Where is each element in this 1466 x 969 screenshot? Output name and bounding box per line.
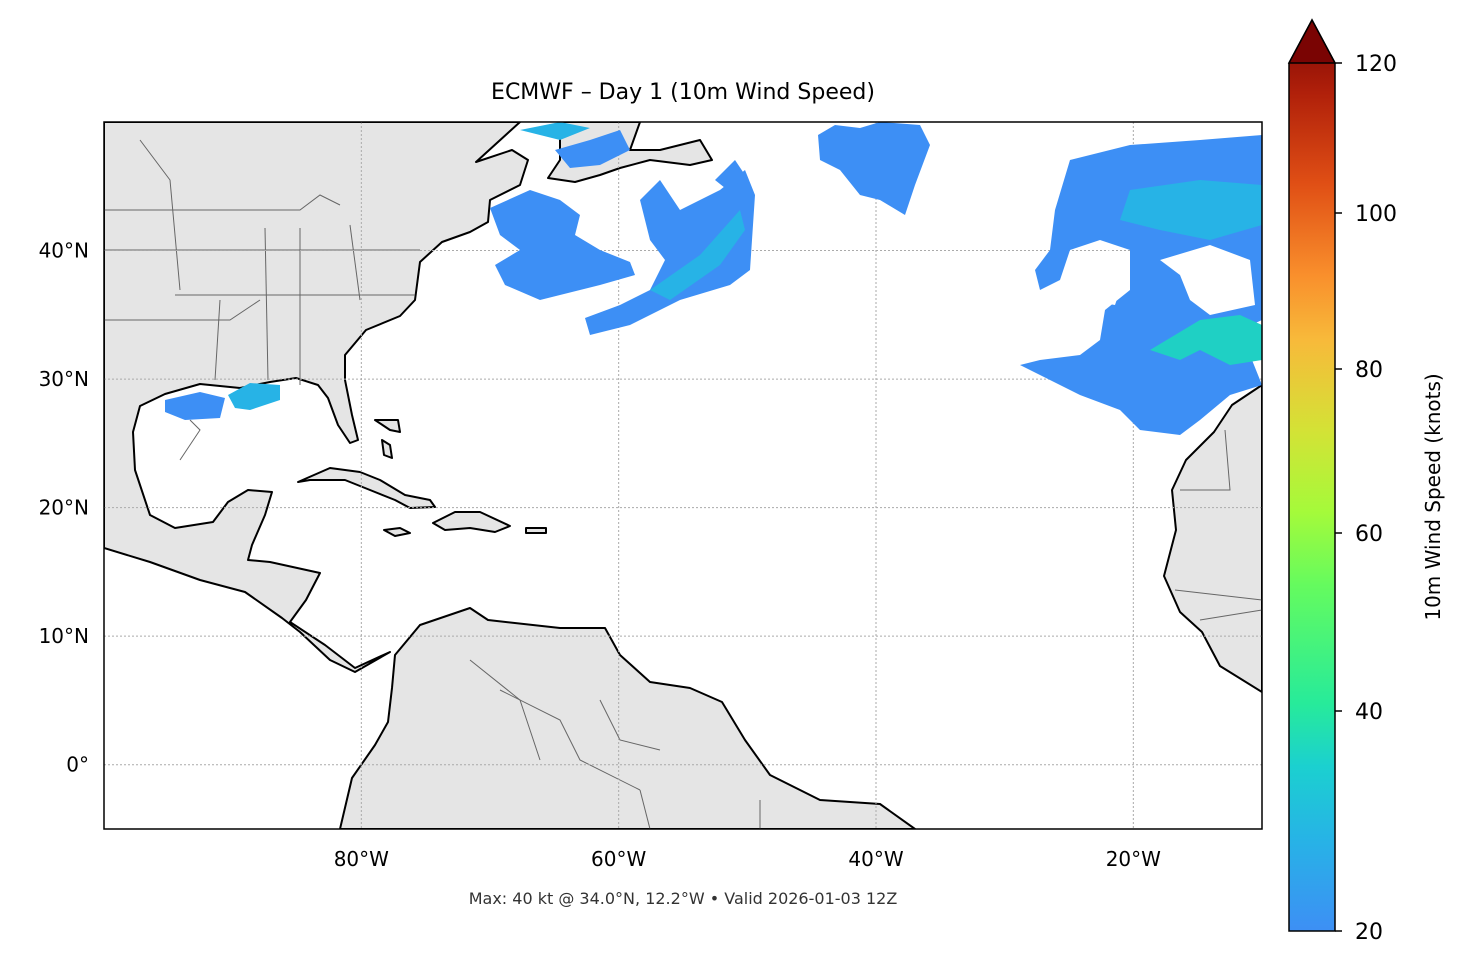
border-line: [1199, 609, 1262, 621]
border-line: [639, 789, 651, 829]
colorbar-tick-label: 40: [1355, 700, 1383, 725]
lat-tick-label: 30°N: [39, 367, 89, 391]
wind-speed-patch: [585, 170, 755, 335]
puerto-rico-landmass: [525, 527, 547, 534]
map-title: ECMWF – Day 1 (10m Wind Speed): [491, 80, 875, 105]
border-line: [214, 299, 221, 381]
jamaica-landmass: [383, 527, 411, 537]
lat-tick-label: 10°N: [39, 624, 89, 648]
colorbar-gradient: [1288, 18, 1336, 932]
colorbar-label: 10m Wind Speed (knots): [1421, 373, 1445, 620]
africa-landmass: [1163, 384, 1262, 693]
bahamas-2-landmass: [381, 439, 393, 459]
land-layer: [104, 122, 1262, 829]
border-line: [1180, 429, 1231, 491]
bahamas-landmass: [374, 419, 401, 433]
quebec-north-landmass: [547, 122, 713, 183]
lat-tick-label: 20°N: [39, 496, 89, 520]
wind-speed-patch: [555, 130, 630, 168]
wind-speed-patch: [818, 122, 930, 215]
border-line: [104, 299, 261, 321]
lon-tick-label: 40°W: [848, 847, 903, 871]
border-line: [139, 139, 181, 291]
lon-tick-label: 80°W: [334, 847, 389, 871]
wind-speed-patch: [165, 392, 225, 420]
wind-gap: [1075, 250, 1125, 305]
border-line: [499, 689, 641, 791]
colorbar-tick-label: 120: [1355, 52, 1397, 77]
wind-speed-patch: [1120, 180, 1262, 240]
country-borders: [104, 139, 1262, 829]
map-area[interactable]: [104, 122, 1262, 829]
colorbar-tick-label: 20: [1355, 920, 1383, 945]
wind-speed-patch: [520, 122, 590, 140]
colorbar-tick-label: 80: [1355, 358, 1383, 383]
lat-tick-label: 40°N: [39, 239, 89, 263]
footer-info: Max: 40 kt @ 34.0°N, 12.2°W • Valid 2026…: [469, 889, 898, 908]
hispaniola-landmass: [432, 511, 511, 533]
north-america-landmass: [104, 122, 529, 673]
border-line: [469, 659, 541, 761]
wind-speed-patch: [715, 160, 745, 192]
border-line: [349, 224, 361, 301]
map-frame: [103, 121, 1263, 830]
wind-speed-field: [165, 122, 1262, 435]
colorbar-tick-label: 100: [1355, 202, 1397, 227]
wind-speed-patch: [1150, 315, 1262, 365]
wind-gap: [1160, 245, 1255, 315]
wind-speed-patch: [650, 210, 745, 300]
colorbar-tick-label: 60: [1355, 522, 1383, 547]
border-line: [1174, 589, 1262, 601]
lon-tick-label: 60°W: [591, 847, 646, 871]
colorbar: 20 40 60 80 100 120 10m Wind Speed (knots): [1287, 18, 1445, 945]
south-america-landmass: [339, 607, 916, 829]
latitude-ticks: 40°N 30°N 20°N 10°N 0°: [39, 239, 89, 777]
colorbar-extend-arrow: [1287, 18, 1337, 64]
longitude-ticks: 80°W 60°W 40°W 20°W: [334, 847, 1161, 871]
border-line: [104, 194, 341, 211]
lat-tick-label: 0°: [66, 753, 89, 777]
wind-speed-patch: [228, 383, 280, 410]
wind-speed-patch: [490, 190, 635, 300]
border-line: [179, 419, 201, 461]
border-line: [599, 699, 661, 751]
border-line: [264, 227, 269, 381]
cuba-landmass: [297, 467, 436, 509]
lon-tick-label: 20°W: [1106, 847, 1161, 871]
